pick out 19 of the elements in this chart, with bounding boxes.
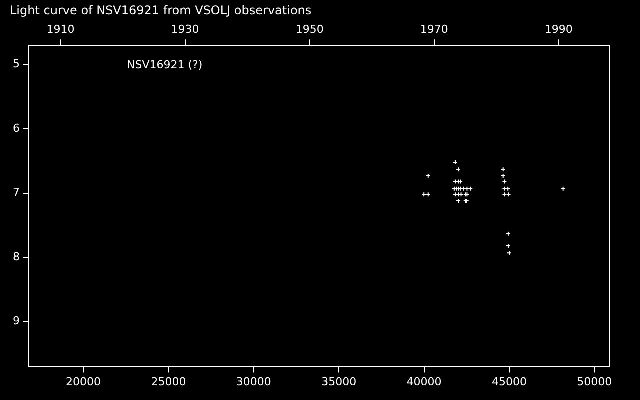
y-tick-label: 6 — [13, 122, 20, 135]
x-tick-label: 35000 — [322, 375, 357, 388]
y-tick-label: 9 — [13, 314, 20, 328]
x2-tick-label: 1930 — [171, 22, 200, 36]
x2-tick-label: 1910 — [46, 22, 75, 36]
y-tick-label: 8 — [13, 250, 20, 264]
x-tick-label: 20000 — [66, 375, 102, 388]
x-tick-label: 45000 — [492, 375, 527, 388]
x-tick-label: 50000 — [577, 375, 612, 388]
annotation: NSV16921 (?) — [127, 58, 203, 72]
x2-tick-label: 1950 — [296, 22, 324, 36]
chart-title: Light curve of NSV16921 from VSOLJ observations — [10, 3, 312, 18]
x-tick-label: 30000 — [236, 375, 272, 388]
x2-tick-label: 1970 — [420, 22, 448, 36]
y-tick-label: 7 — [13, 186, 20, 200]
x2-tick-label: 1990 — [544, 22, 573, 36]
y-tick-label: 5 — [13, 58, 20, 71]
x-tick-label: 25000 — [151, 375, 186, 388]
x-tick-label: 40000 — [406, 375, 442, 388]
